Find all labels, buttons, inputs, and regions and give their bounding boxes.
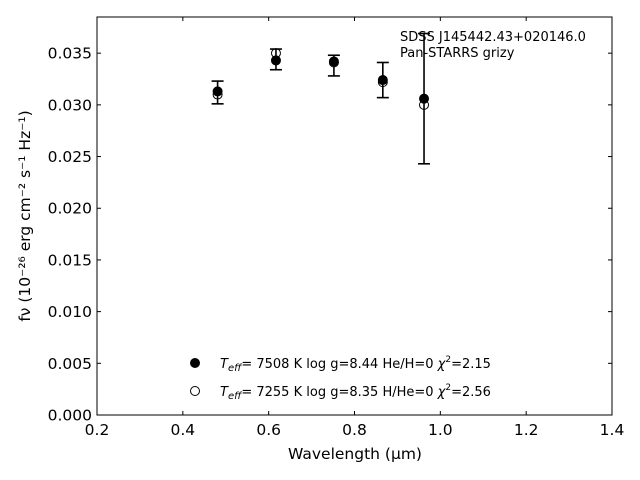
legend-entry-1-logg: log g=8.44 bbox=[306, 357, 378, 372]
y-tick-label: 0.015 bbox=[48, 251, 92, 269]
legend-entry-2-logg: log g=8.35 bbox=[306, 385, 378, 400]
filled-model-point bbox=[212, 86, 223, 97]
legend-entry-2-comp: H/He=0 bbox=[382, 385, 433, 400]
chart-marks bbox=[211, 32, 431, 165]
plot-area bbox=[96, 16, 613, 416]
legend-entry-2-chi: =2.56 bbox=[451, 385, 491, 400]
x-tick-label: 0.4 bbox=[171, 421, 196, 439]
x-tick-label: 1.0 bbox=[428, 421, 453, 439]
open-model-point bbox=[270, 48, 281, 59]
y-tick-label: 0.020 bbox=[48, 200, 92, 218]
open-model-point bbox=[419, 99, 430, 110]
legend-entry-1-chi: =2.15 bbox=[451, 357, 491, 372]
x-tick-label: 0.2 bbox=[85, 421, 110, 439]
axis-ticks: 0.2 0.4 0.6 0.8 1.0 1.2 1.4 0.000 0.005 0.010 0.01… bbox=[48, 17, 625, 439]
x-tick-label: 1.2 bbox=[514, 421, 539, 439]
y-tick-label: 0.005 bbox=[48, 355, 92, 373]
legend-entry-1-teff: 7508 K bbox=[256, 357, 302, 372]
annotation-line-2: Pan-STARRS grizy bbox=[400, 46, 515, 61]
filled-model-point bbox=[270, 55, 281, 66]
legend-entry-2-teff: 7255 K bbox=[256, 385, 302, 400]
y-tick-label: 0.000 bbox=[48, 407, 92, 425]
y-tick-label: 0.025 bbox=[48, 148, 92, 166]
legend: Teff= 7508 K log g=8.44 He/H=0 χ2=2.15 T… bbox=[190, 355, 491, 402]
y-tick-label: 0.030 bbox=[48, 96, 92, 114]
legend-entry-1: Teff= 7508 K log g=8.44 He/H=0 χ2=2.15 bbox=[220, 355, 491, 374]
y-axis-label: fν (10⁻²⁶ erg cm⁻² s⁻¹ Hz⁻¹) bbox=[16, 110, 34, 321]
annotation-line-1: SDSS J145442.43+020146.0 bbox=[400, 30, 586, 45]
x-tick-label: 0.6 bbox=[256, 421, 281, 439]
x-tick-label: 1.4 bbox=[600, 421, 625, 439]
x-tick-label: 0.8 bbox=[342, 421, 367, 439]
legend-entry-2: Teff= 7255 K log g=8.35 H/He=0 χ2=2.56 bbox=[220, 383, 491, 402]
open-model-point bbox=[377, 77, 388, 88]
legend-marker-open bbox=[190, 386, 200, 396]
open-model-point bbox=[212, 89, 223, 100]
y-tick-label: 0.010 bbox=[48, 303, 92, 321]
x-axis-label: Wavelength (μm) bbox=[288, 445, 422, 463]
legend-entry-1-comp: He/H=0 bbox=[382, 357, 433, 372]
legend-marker-filled bbox=[190, 358, 200, 368]
open-model-point bbox=[328, 57, 339, 68]
y-tick-label: 0.035 bbox=[48, 45, 92, 63]
